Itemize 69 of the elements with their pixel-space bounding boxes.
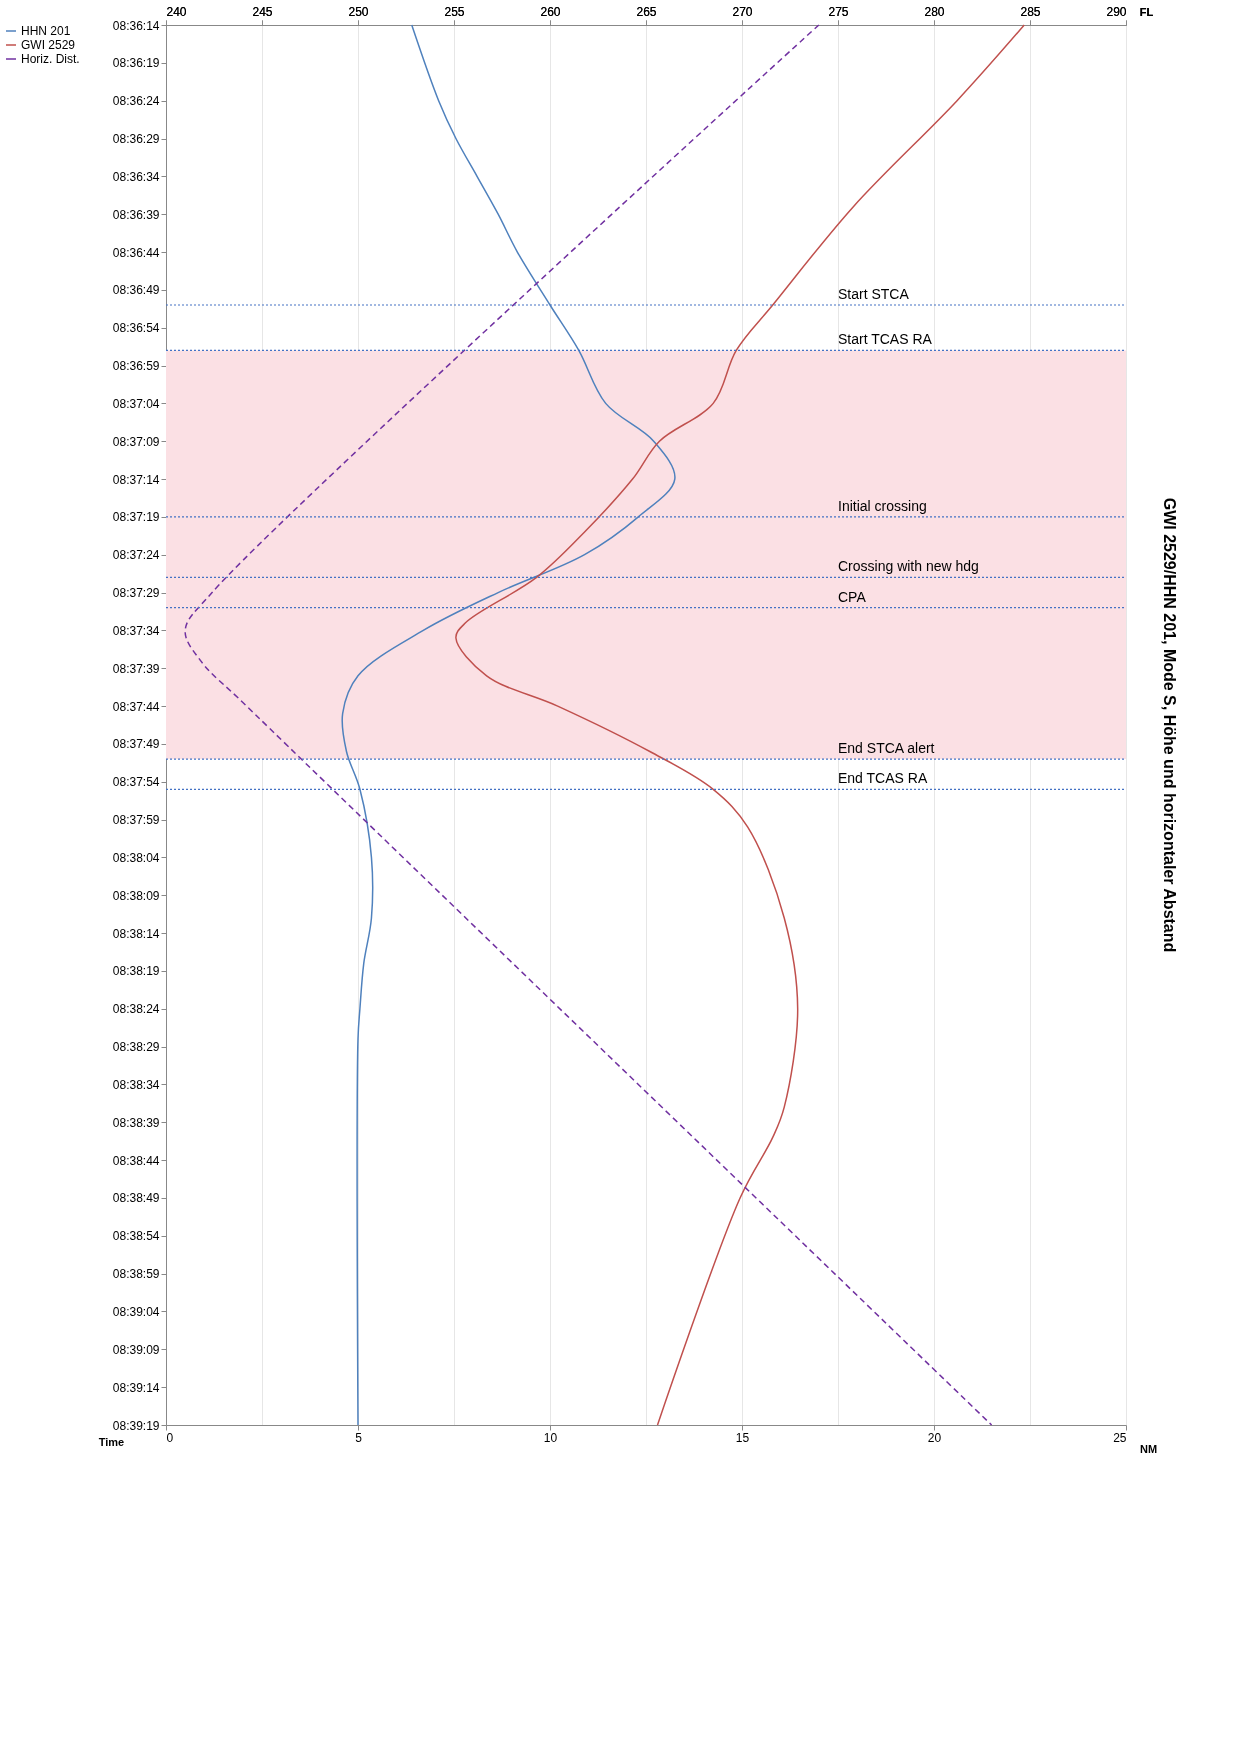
text: GWI 2529/HHN 201, Mode S, Höhe und horizontaler Abstand xyxy=(1160,497,1178,953)
x-tick-label: 10 xyxy=(543,1430,558,1445)
ref-line-label: CPA xyxy=(838,588,867,605)
x2-tick-label: 245 xyxy=(252,4,273,19)
y-tick-label: 08:37:04 xyxy=(112,396,160,411)
x-tick-label: 0 xyxy=(166,1430,174,1445)
y-tick-label: 08:37:19 xyxy=(112,510,160,525)
y-axis-title: Time xyxy=(98,1435,125,1448)
ref-line-label: Crossing with new hdg xyxy=(838,558,979,575)
x2-tick-label: 275 xyxy=(828,4,849,19)
y-tick-label: 08:37:54 xyxy=(112,775,160,790)
y-tick-label: 08:37:44 xyxy=(112,699,160,714)
y-tick-label: 08:36:39 xyxy=(112,207,160,222)
y-tick-label: 08:37:39 xyxy=(112,661,160,676)
y-tick-label: 08:37:09 xyxy=(112,434,160,449)
y-tick-label: 08:38:54 xyxy=(112,1229,160,1244)
x-tick-label: 15 xyxy=(735,1430,750,1445)
x2-tick-label: 290 xyxy=(1106,4,1127,19)
x-tick-label: 20 xyxy=(927,1430,942,1445)
legend-label: Horiz. Dist. xyxy=(21,52,80,66)
y-tick-label: 08:38:29 xyxy=(112,1040,160,1055)
ref-line-label: Initial crossing xyxy=(838,497,927,514)
y-tick-label: 08:36:49 xyxy=(112,283,160,298)
x2-tick-label: 250 xyxy=(348,4,369,19)
x2-tick-label: 285 xyxy=(1020,4,1041,19)
x-tick-label: 25 xyxy=(1113,1430,1127,1445)
y-tick-label: 08:38:44 xyxy=(112,1153,160,1168)
y-tick-label: 08:38:19 xyxy=(112,964,160,979)
ref-line-label: End TCAS RA xyxy=(838,770,928,787)
y-tick-label: 08:38:49 xyxy=(112,1191,160,1206)
x2-tick-label: 280 xyxy=(924,4,945,19)
x2-tick-label: 270 xyxy=(732,4,753,19)
y-tick-label: 08:36:24 xyxy=(112,94,160,109)
y-tick-label: 08:39:04 xyxy=(112,1304,160,1319)
y-tick-label: 08:37:34 xyxy=(112,623,160,638)
legend-label: GWI 2529 xyxy=(21,38,76,52)
x-axis-title: NM xyxy=(1139,1442,1158,1455)
x2-axis-title: FL xyxy=(1139,5,1154,18)
x2-tick-label: 260 xyxy=(540,4,561,19)
y-tick-label: 08:37:59 xyxy=(112,813,160,828)
y-tick-label: 08:37:24 xyxy=(112,548,160,563)
legend-label: HHN 201 xyxy=(21,24,71,38)
ref-line-label: End STCA alert xyxy=(838,740,935,757)
y-tick-label: 08:36:59 xyxy=(112,359,160,374)
x2-tick-label: 265 xyxy=(636,4,657,19)
y-tick-label: 08:37:29 xyxy=(112,586,160,601)
y-tick-label: 08:36:44 xyxy=(112,245,160,260)
ref-line-label: Start TCAS RA xyxy=(838,331,933,348)
y-tick-label: 08:39:09 xyxy=(112,1342,160,1357)
x2-tick-label: 255 xyxy=(444,4,465,19)
y-tick-label: 08:39:14 xyxy=(112,1380,160,1395)
y-tick-label: 08:38:04 xyxy=(112,850,160,865)
ref-line-label: Start STCA xyxy=(838,286,910,303)
y-tick-label: 08:36:34 xyxy=(112,169,160,184)
y-tick-label: 08:36:29 xyxy=(112,132,160,147)
x-tick-label: 5 xyxy=(355,1430,363,1445)
y-tick-label: 08:38:09 xyxy=(112,888,160,903)
y-tick-label: 08:37:49 xyxy=(112,737,160,752)
y-tick-label: 08:37:14 xyxy=(112,472,160,487)
y-tick-label: 08:36:19 xyxy=(112,56,160,71)
y-tick-label: 08:38:34 xyxy=(112,1077,160,1092)
y-tick-label: 08:38:14 xyxy=(112,926,160,941)
x2-tick-label: 240 xyxy=(166,4,187,19)
y-tick-label: 08:39:19 xyxy=(112,1418,160,1433)
y-tick-label: 08:38:24 xyxy=(112,1002,160,1017)
y-tick-label: 08:36:14 xyxy=(112,18,160,33)
y-tick-label: 08:38:39 xyxy=(112,1115,160,1130)
y-tick-label: 08:36:54 xyxy=(112,321,160,336)
y-tick-label: 08:38:59 xyxy=(112,1267,160,1282)
